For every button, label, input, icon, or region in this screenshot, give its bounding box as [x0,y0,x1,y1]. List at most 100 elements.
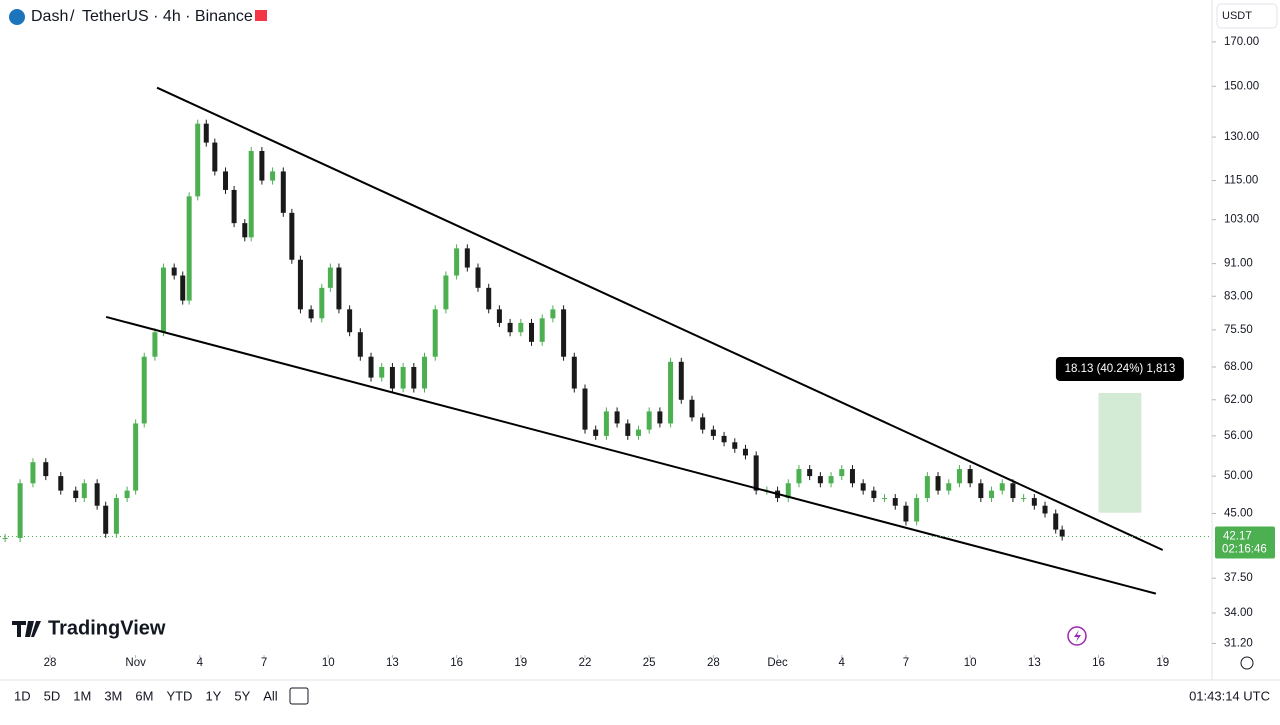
candle [1053,513,1059,530]
candle [1031,498,1037,506]
date-range-icon[interactable] [289,687,309,705]
settings-icon[interactable] [1240,656,1254,670]
y-tick-label: 37.50 [1224,572,1253,584]
candle [817,476,823,484]
candle [839,469,845,477]
candle [978,483,984,499]
candle [308,309,314,319]
candle [180,275,186,301]
candle [689,399,695,418]
candle [518,322,524,333]
y-tick-label: 91.00 [1224,258,1253,270]
candle [1042,505,1048,514]
candle [860,483,866,491]
candle [935,476,941,491]
candle [989,490,995,499]
candle [73,490,79,499]
candle [113,498,119,534]
candle [668,361,674,424]
candle [732,442,738,449]
candle [422,356,428,389]
candle [81,483,87,499]
x-tick-label: 28 [44,657,57,669]
range-button[interactable]: 1D [14,688,31,703]
x-tick-label: 13 [386,657,399,669]
range-button[interactable]: 3M [104,688,122,703]
candle [625,423,631,436]
x-tick-label: Dec [767,657,788,669]
range-button[interactable]: 5D [44,688,61,703]
candle [849,469,855,484]
candle [678,361,684,400]
candle [646,411,652,430]
candle [411,367,417,389]
candle [280,171,286,213]
y-tick-label: 45.00 [1224,508,1253,520]
flag[interactable] [255,10,267,21]
candle [614,411,620,424]
y-tick-label: 68.00 [1224,361,1253,373]
y-tick-label: 115.00 [1224,175,1258,187]
range-button[interactable]: 6M [135,688,153,703]
candle [721,435,727,443]
alert-bolt [1074,630,1081,642]
candle [103,505,109,534]
range-button[interactable]: 1M [73,688,91,703]
candle [946,483,952,491]
alert-icon[interactable] [1067,626,1087,646]
x-tick-label: 7 [261,657,267,669]
candle [58,476,64,491]
candle [785,483,791,499]
candle [2,537,8,539]
candle [124,490,130,499]
brand-logo: TradingView [12,617,166,639]
brand-name: TradingView [48,617,166,639]
candle [956,469,962,484]
candle [389,367,395,389]
candle [336,267,342,310]
range-button[interactable]: 1Y [205,688,221,703]
y-tick-label: 50.00 [1224,470,1253,482]
candle [30,462,36,484]
symbol: Dash [31,8,68,25]
candle [454,248,460,276]
candle [297,259,303,310]
clock: 01:43:14 UTC [1189,688,1270,703]
y-tick-label: 56.00 [1224,430,1253,442]
candle [17,483,23,538]
x-tick-label: 25 [643,657,656,669]
y-tick-label: 130.00 [1224,131,1259,143]
candle [657,411,663,424]
candle [742,448,748,456]
x-tick-label: 13 [1028,657,1041,669]
candle [999,483,1005,491]
x-tick-label: 7 [903,657,909,669]
range-button[interactable]: 5Y [234,688,250,703]
x-tick-label: 28 [707,657,720,669]
candle [475,267,481,288]
candle [327,267,333,288]
last-price: 42.17 [1223,531,1252,543]
x-tick-label: 22 [579,657,592,669]
candle [529,322,535,342]
chart-title: TetherUS · 4h · Binance [82,8,253,25]
candle [967,469,973,484]
range-button[interactable]: All [263,688,278,703]
candle [924,476,930,499]
candle [882,498,888,500]
candle [871,490,877,499]
candle [561,309,567,357]
currency-select[interactable] [1216,3,1278,29]
measure-box [1098,392,1142,513]
x-tick-label: 19 [1156,657,1169,669]
range-button[interactable]: YTD [166,688,192,703]
candle [914,498,920,522]
y-tick-label: 62.00 [1224,394,1253,406]
last-price-box [1215,526,1275,559]
coin-icon [9,9,25,25]
candle [400,367,406,389]
candle [796,469,802,484]
candle [133,423,139,491]
candle [753,455,759,491]
